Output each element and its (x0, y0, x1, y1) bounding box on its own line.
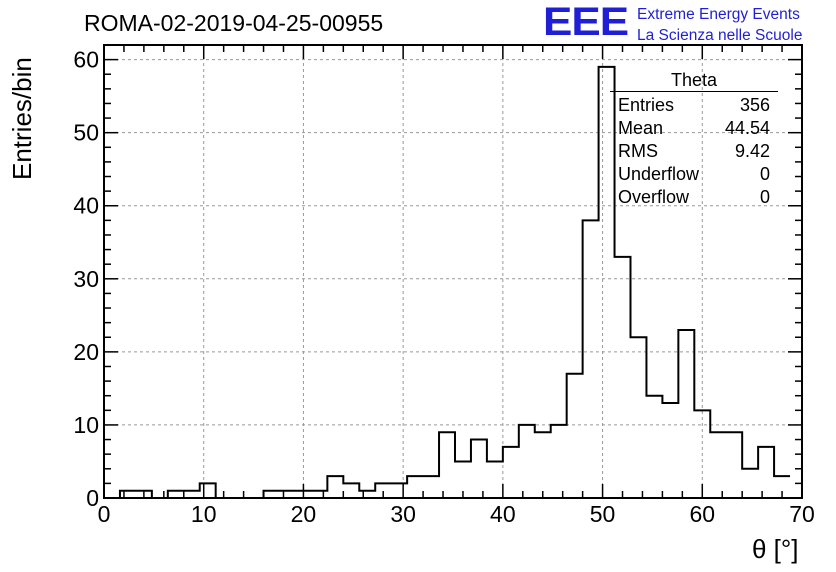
stats-title: Theta (610, 70, 778, 92)
y-tick-label: 30 (73, 266, 99, 292)
x-tick-label: 0 (98, 501, 111, 527)
stats-label: Mean (618, 118, 664, 138)
histogram-bar (311, 491, 327, 498)
histogram-bar (710, 432, 726, 498)
histogram-bar (519, 425, 535, 498)
y-tick-label: 60 (73, 47, 99, 73)
histogram-bar (742, 469, 758, 498)
y-tick-label: 0 (86, 485, 99, 511)
logo-line-1: Extreme Energy Events (637, 6, 800, 23)
y-tick-label: 50 (73, 120, 99, 146)
histogram-bar (503, 447, 519, 498)
stats-label: Underflow (618, 164, 700, 184)
logo-caption: Extreme Energy Events La Scienza nelle S… (637, 4, 802, 46)
stats-value: 9.42 (734, 141, 770, 161)
histogram-bar (726, 432, 742, 498)
y-tick-label: 10 (73, 412, 99, 438)
stats-value: 0 (759, 187, 770, 207)
x-tick-label: 50 (590, 501, 616, 527)
x-tick-label: 60 (689, 501, 715, 527)
histogram-bar (120, 491, 136, 498)
histogram-bar (615, 257, 631, 498)
x-axis-label: θ [°] (752, 534, 799, 564)
x-tick-label: 40 (490, 501, 516, 527)
stats-label: Entries (618, 95, 675, 115)
histogram-bar (662, 403, 678, 498)
histogram-bar (264, 491, 280, 498)
y-tick-label: 40 (73, 193, 99, 219)
stats-row: Entries 356 (610, 94, 778, 117)
histogram-bar (471, 440, 487, 498)
stats-row: Overflow 0 (610, 186, 778, 209)
histogram-bar (583, 220, 599, 498)
stats-label: Overflow (618, 187, 690, 207)
stats-value: 0 (759, 164, 770, 184)
x-tick-label: 70 (789, 501, 815, 527)
histogram-bar (184, 491, 200, 498)
histogram-bar (423, 476, 439, 498)
stats-box: Theta Entries 356 Mean 44.54 RMS 9.42 Under… (610, 70, 778, 209)
histogram-bar (487, 461, 503, 498)
histogram-bar (343, 483, 359, 498)
histogram-bar (359, 491, 375, 498)
histogram-bar (678, 330, 694, 498)
histogram-bar (439, 432, 455, 498)
stats-value: 44.54 (724, 118, 770, 138)
stats-label: RMS (618, 141, 658, 161)
plot-frame (103, 44, 803, 499)
histogram-bar (391, 483, 407, 498)
eee-logo: EEE (543, 0, 629, 45)
y-axis-label: Entries/bin (7, 57, 37, 180)
histogram-bar (407, 476, 423, 498)
histogram-bar (567, 374, 583, 498)
x-tick-label: 20 (291, 501, 317, 527)
histogram-bar (200, 483, 216, 498)
histogram-bar (551, 425, 567, 498)
histogram-bar (630, 337, 646, 498)
x-tick-label: 10 (191, 501, 217, 527)
logo-line-2: La Scienza nelle Scuole (637, 27, 803, 44)
y-tick-label: 20 (73, 339, 99, 365)
x-tick-label: 30 (390, 501, 416, 527)
histogram-bar (535, 432, 551, 498)
stats-row: Mean 44.54 (610, 117, 778, 140)
stats-row: RMS 9.42 (610, 140, 778, 163)
histogram-bar (168, 491, 184, 498)
histogram-bar (279, 491, 295, 498)
stats-row: Underflow 0 (610, 163, 778, 186)
histogram-bar (327, 476, 343, 498)
stats-value: 356 (739, 95, 770, 115)
chart-title: ROMA-02-2019-04-25-00955 (84, 10, 384, 36)
histogram-bar (758, 447, 774, 498)
histogram-bar (646, 396, 662, 498)
